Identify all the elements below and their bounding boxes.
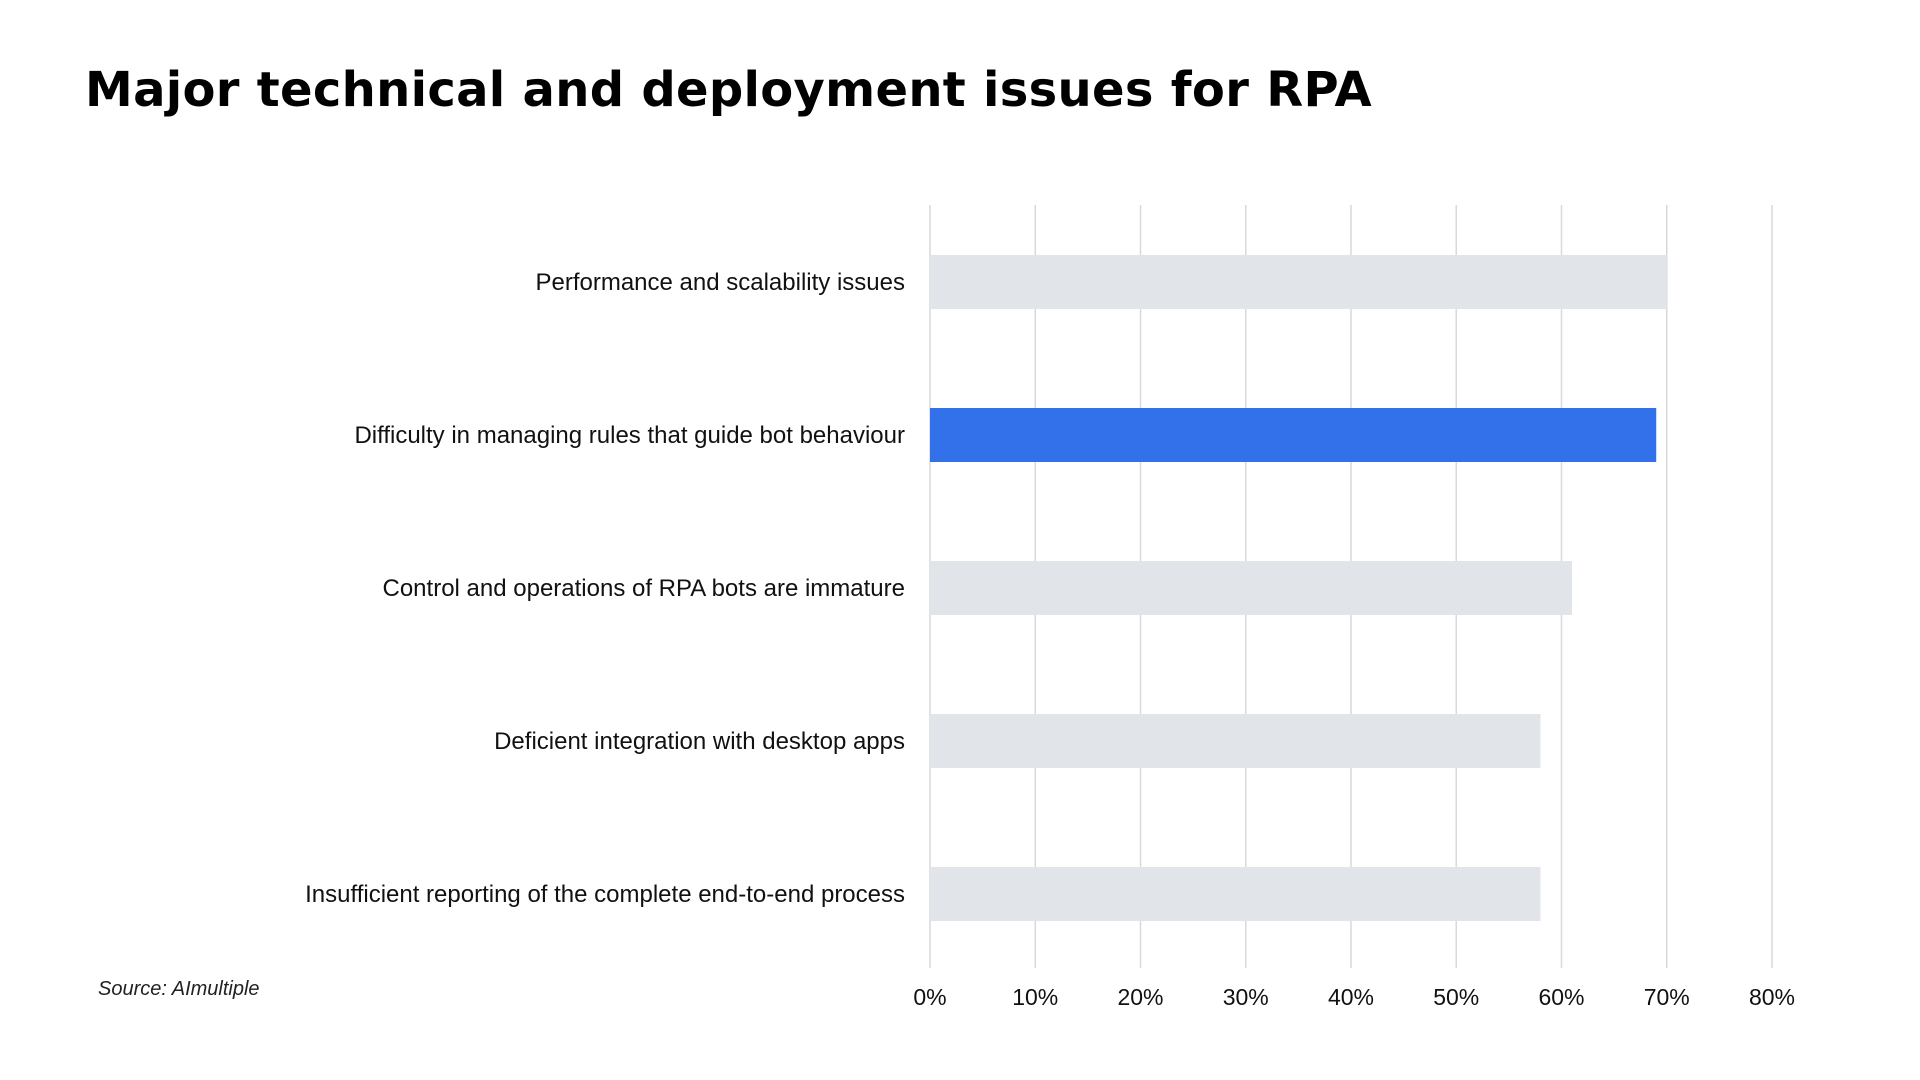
category-label: Insufficient reporting of the complete e… xyxy=(305,881,905,908)
category-labels: Performance and scalability issues Diffic… xyxy=(305,269,905,908)
x-axis-ticks: 0% 10% 20% 30% 40% 50% 60% 70% 80% xyxy=(913,984,1795,1010)
bar xyxy=(930,255,1667,309)
bar-highlighted xyxy=(930,408,1657,462)
bars xyxy=(930,255,1667,921)
bar xyxy=(930,714,1541,768)
x-tick-label: 60% xyxy=(1538,984,1584,1010)
category-label: Difficulty in managing rules that guide … xyxy=(354,422,905,449)
x-tick-label: 10% xyxy=(1012,984,1058,1010)
x-tick-label: 30% xyxy=(1223,984,1269,1010)
x-tick-label: 80% xyxy=(1749,984,1795,1010)
category-label: Performance and scalability issues xyxy=(535,269,905,296)
x-tick-label: 0% xyxy=(913,984,946,1010)
chart-title: Major technical and deployment issues fo… xyxy=(85,62,1372,118)
category-label: Control and operations of RPA bots are i… xyxy=(383,575,906,602)
x-tick-label: 20% xyxy=(1117,984,1163,1010)
category-label: Deficient integration with desktop apps xyxy=(494,728,905,755)
x-tick-label: 70% xyxy=(1644,984,1690,1010)
bar xyxy=(930,561,1573,615)
source-note: Source: AImultiple xyxy=(98,978,260,1000)
x-tick-label: 40% xyxy=(1328,984,1374,1010)
bar xyxy=(930,867,1541,921)
x-tick-label: 50% xyxy=(1433,984,1479,1010)
